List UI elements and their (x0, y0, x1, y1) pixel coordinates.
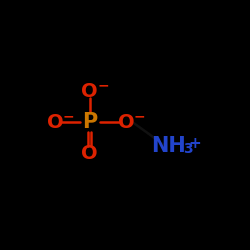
Text: P: P (82, 112, 97, 132)
Text: +: + (189, 136, 202, 151)
Text: −: − (63, 109, 74, 123)
Text: −: − (134, 109, 145, 123)
Text: O: O (118, 113, 134, 132)
Text: NH: NH (152, 136, 186, 156)
Text: 3: 3 (183, 142, 193, 156)
Text: O: O (81, 82, 98, 101)
Text: O: O (47, 113, 63, 132)
Text: O: O (81, 144, 98, 163)
Text: −: − (97, 78, 109, 92)
